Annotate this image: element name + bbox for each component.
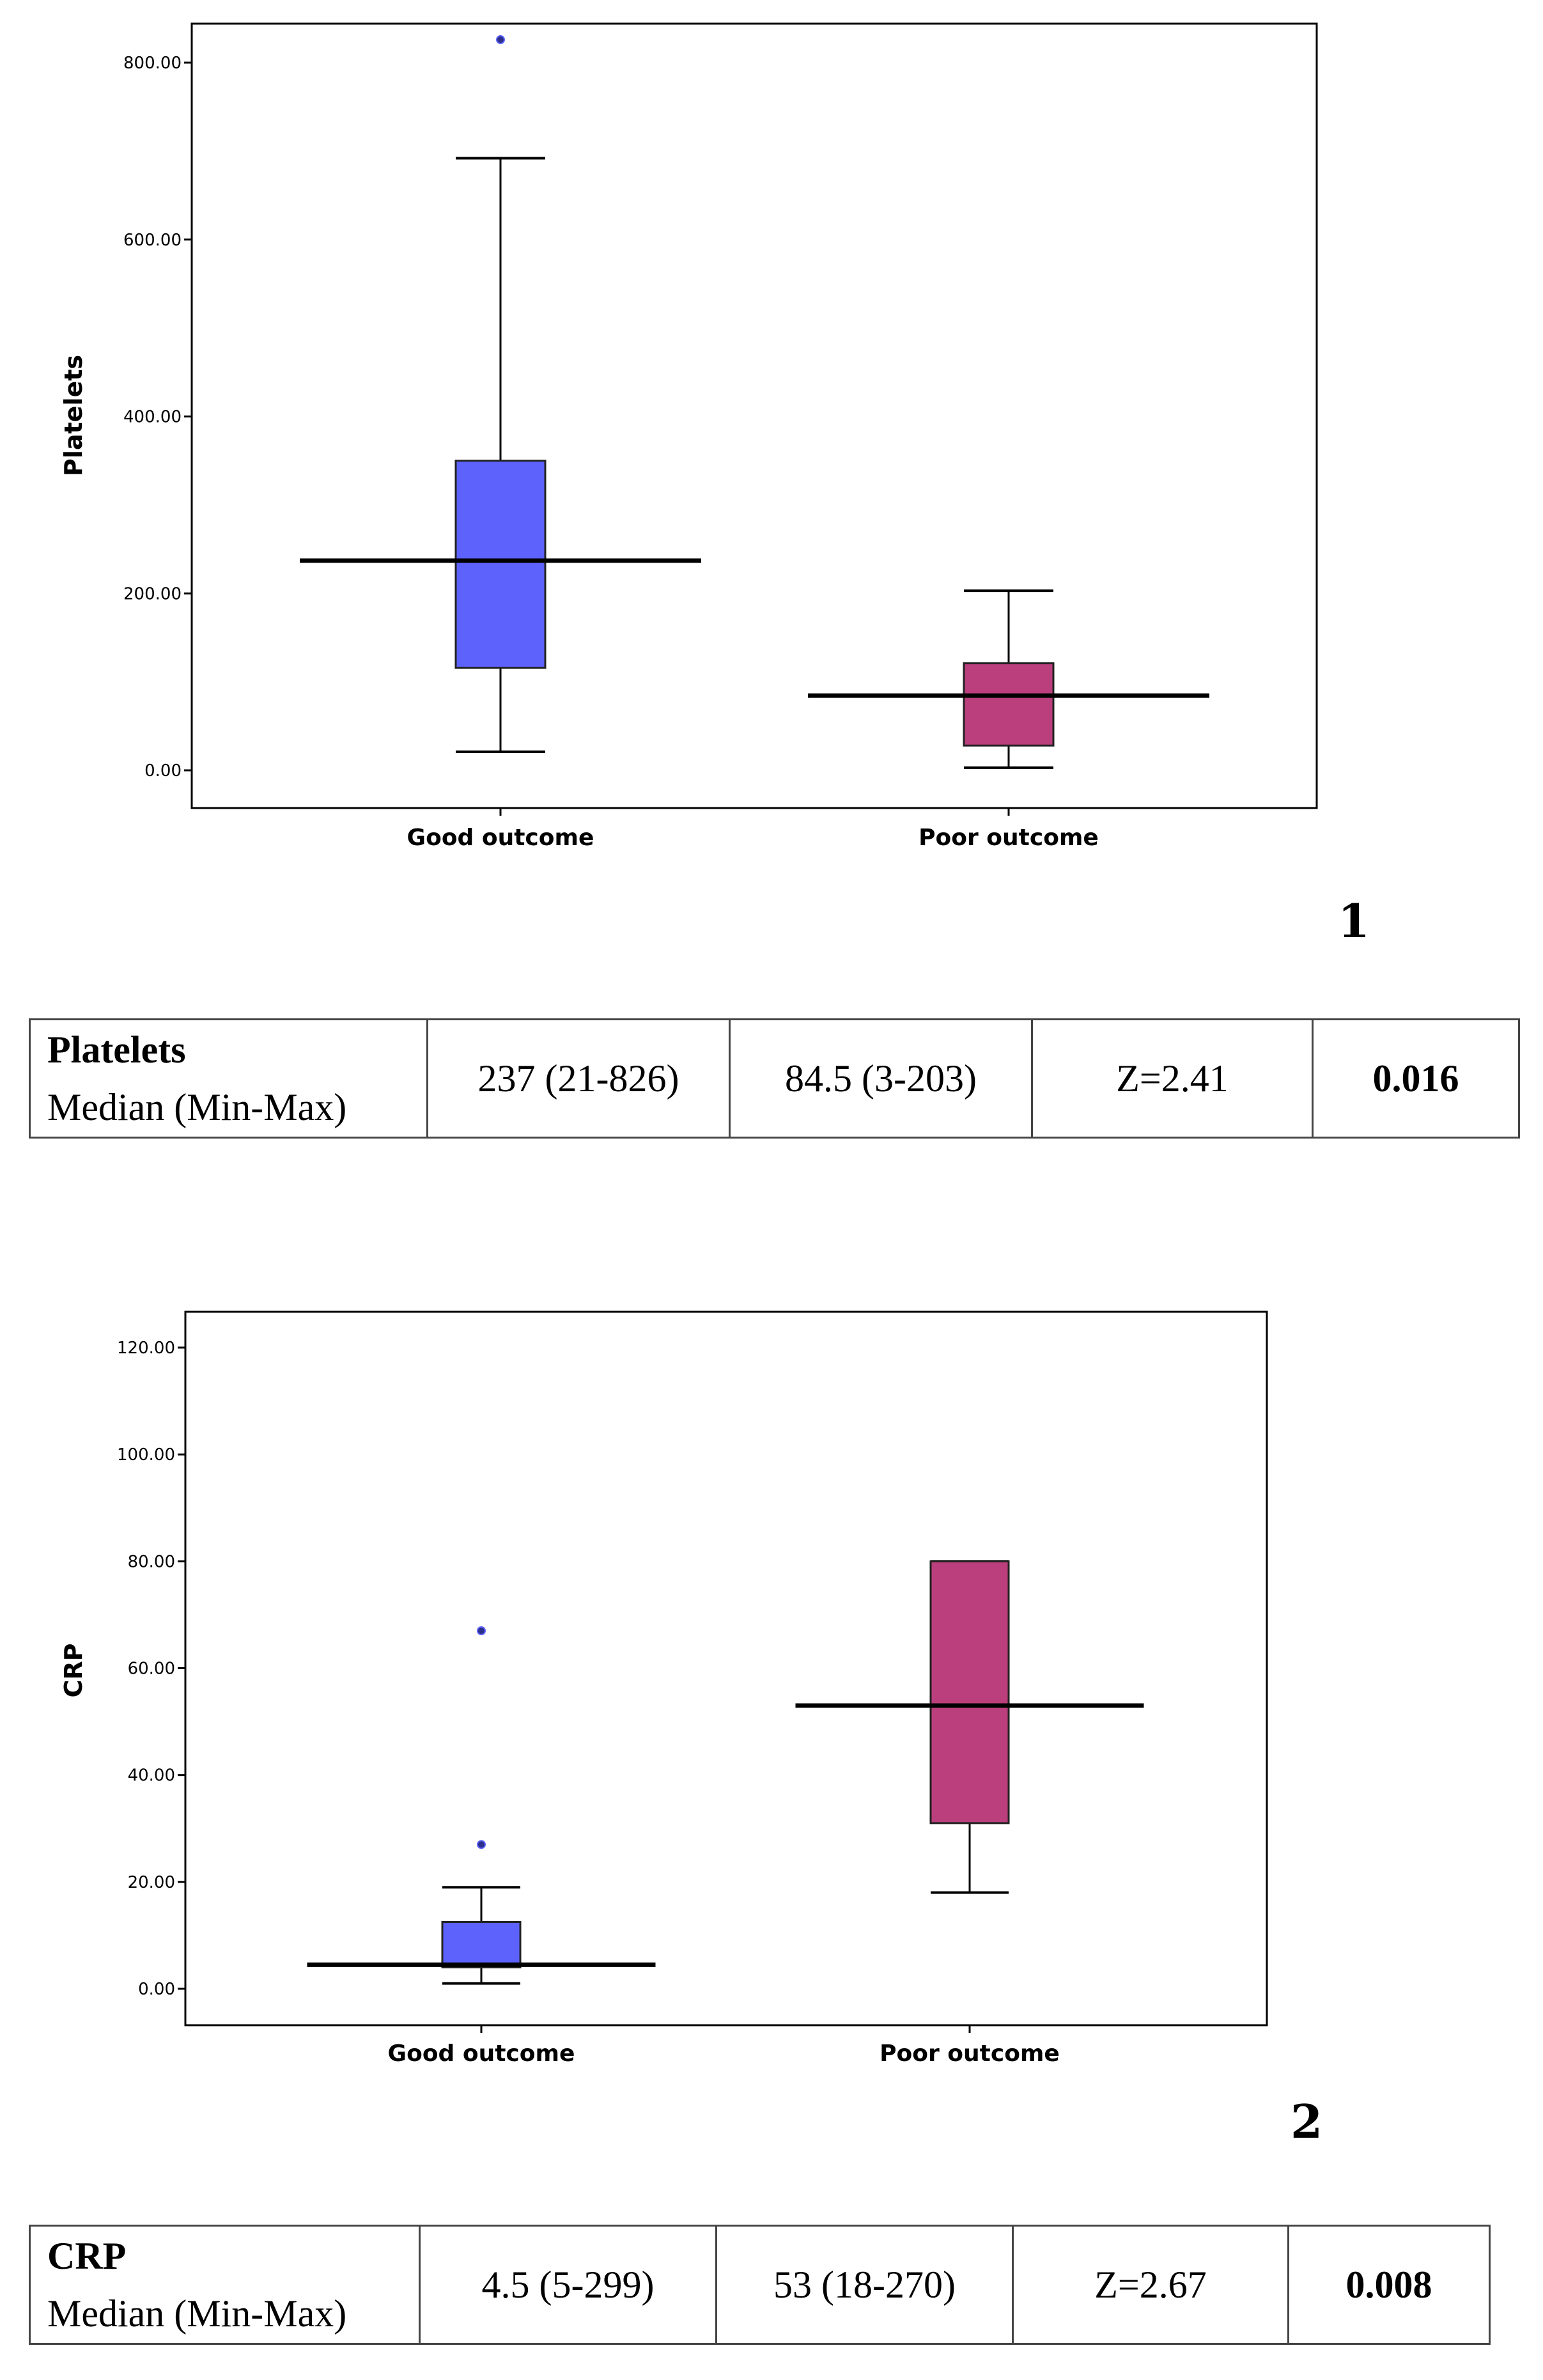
x-category-label: Poor outcome (919, 825, 1099, 851)
outlier-point (496, 35, 505, 45)
iqr-box (441, 1921, 522, 1969)
z-statistic: Z=2.67 (1012, 2225, 1289, 2345)
iqr-box (454, 460, 547, 669)
z-statistic: Z=2.41 (1031, 1018, 1314, 1139)
figure-number: 2 (1291, 2094, 1322, 2149)
p-value: 0.008 (1287, 2225, 1491, 2345)
iqr-box (963, 662, 1055, 747)
y-axis-title: Platelets (59, 355, 88, 476)
y-tick-label: 120.00 (117, 1339, 175, 1358)
y-tick-label: 600.00 (123, 231, 182, 250)
y-tick-label: 0.00 (144, 761, 182, 781)
y-tick-label: 800.00 (123, 54, 182, 73)
outlier-point (477, 1626, 486, 1635)
outlier-point (477, 1840, 486, 1849)
row-sublabel: Median (Min-Max) (47, 2292, 347, 2335)
good-outcome-value: 4.5 (5-299) (419, 2225, 717, 2345)
y-tick-label: 80.00 (128, 1552, 175, 1571)
y-tick-label: 200.00 (123, 584, 182, 603)
plot-frame (190, 22, 1318, 809)
y-tick-label: 60.00 (128, 1660, 175, 1679)
iqr-box (929, 1560, 1010, 1824)
y-tick-label: 100.00 (117, 1445, 175, 1465)
row-label: Platelets (47, 1029, 186, 1071)
x-category-label: Poor outcome (880, 2041, 1060, 2067)
plot-frame (184, 1311, 1268, 2026)
row-label-cell: CRP Median (Min-Max) (29, 2225, 421, 2345)
platelets-box-plot: 0.00 200.00 400.00 600.00 800.00 Platelets Goo… (59, 22, 1370, 948)
table-row: CRP Median (Min-Max) 4.5 (5-299) 53 (18-… (29, 2225, 1491, 2345)
y-axis-title: CRP (59, 1644, 88, 1698)
table-row: Platelets Median (Min-Max) 237 (21-826) … (29, 1018, 1520, 1139)
row-sublabel: Median (Min-Max) (47, 1086, 347, 1128)
row-label-cell: Platelets Median (Min-Max) (29, 1018, 428, 1139)
row-label: CRP (47, 2235, 127, 2277)
y-tick-label: 0.00 (138, 1980, 175, 1999)
platelets-stats-table: Platelets Median (Min-Max) 237 (21-826) … (29, 1018, 1520, 1139)
x-category-label: Good outcome (407, 825, 594, 851)
poor-outcome-value: 53 (18-270) (715, 2225, 1014, 2345)
y-tick-label: 400.00 (123, 408, 182, 427)
y-tick-label: 20.00 (128, 1873, 175, 1892)
poor-outcome-value: 84.5 (3-203) (729, 1018, 1033, 1139)
y-tick-label: 40.00 (128, 1766, 175, 1785)
crp-stats-table: CRP Median (Min-Max) 4.5 (5-299) 53 (18-… (29, 2225, 1491, 2345)
p-value: 0.016 (1312, 1018, 1520, 1139)
good-outcome-value: 237 (21-826) (426, 1018, 731, 1139)
figure-number: 1 (1338, 894, 1370, 948)
x-category-label: Good outcome (388, 2041, 575, 2067)
